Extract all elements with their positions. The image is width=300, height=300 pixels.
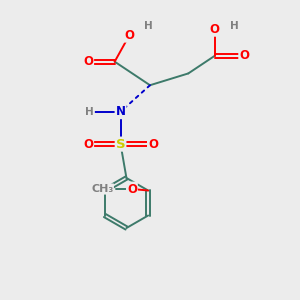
Text: S: S: [116, 138, 125, 151]
Text: O: O: [148, 138, 158, 151]
Text: H: H: [85, 107, 94, 117]
Text: N: N: [116, 105, 126, 118]
Text: O: O: [124, 29, 134, 42]
Text: O: O: [127, 182, 137, 196]
Text: O: O: [83, 55, 93, 68]
Text: CH₃: CH₃: [91, 184, 113, 194]
Text: H: H: [230, 21, 238, 31]
Text: O: O: [210, 23, 220, 36]
Text: O: O: [83, 138, 93, 151]
Text: O: O: [239, 49, 249, 62]
Text: H: H: [144, 21, 153, 31]
